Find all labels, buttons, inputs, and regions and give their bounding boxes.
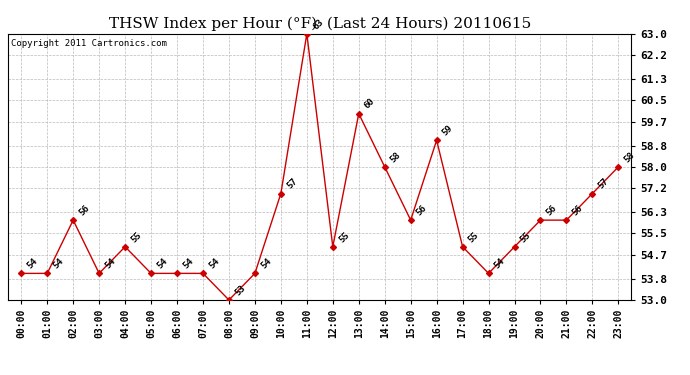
Text: 58: 58 [622, 150, 636, 164]
Text: 54: 54 [207, 256, 221, 271]
Text: 54: 54 [493, 256, 506, 271]
Text: 56: 56 [571, 203, 584, 217]
Text: 54: 54 [104, 256, 117, 271]
Text: 54: 54 [181, 256, 195, 271]
Text: 53: 53 [233, 283, 247, 297]
Text: 55: 55 [519, 230, 533, 244]
Text: Copyright 2011 Cartronics.com: Copyright 2011 Cartronics.com [12, 39, 167, 48]
Text: 54: 54 [259, 256, 273, 271]
Title: THSW Index per Hour (°F)  (Last 24 Hours) 20110615: THSW Index per Hour (°F) (Last 24 Hours)… [109, 17, 531, 31]
Text: 56: 56 [544, 203, 559, 217]
Text: 59: 59 [441, 123, 455, 138]
Text: 56: 56 [415, 203, 428, 217]
Text: 55: 55 [129, 230, 144, 244]
Text: 56: 56 [77, 203, 91, 217]
Text: 55: 55 [337, 230, 351, 244]
Text: 60: 60 [363, 97, 377, 111]
Text: 63: 63 [311, 17, 325, 31]
Text: 57: 57 [285, 177, 299, 191]
Text: 54: 54 [155, 256, 169, 271]
Text: 54: 54 [26, 256, 39, 271]
Text: 55: 55 [466, 230, 481, 244]
Text: 54: 54 [51, 256, 66, 271]
Text: 58: 58 [389, 150, 403, 164]
Text: 57: 57 [597, 177, 611, 191]
